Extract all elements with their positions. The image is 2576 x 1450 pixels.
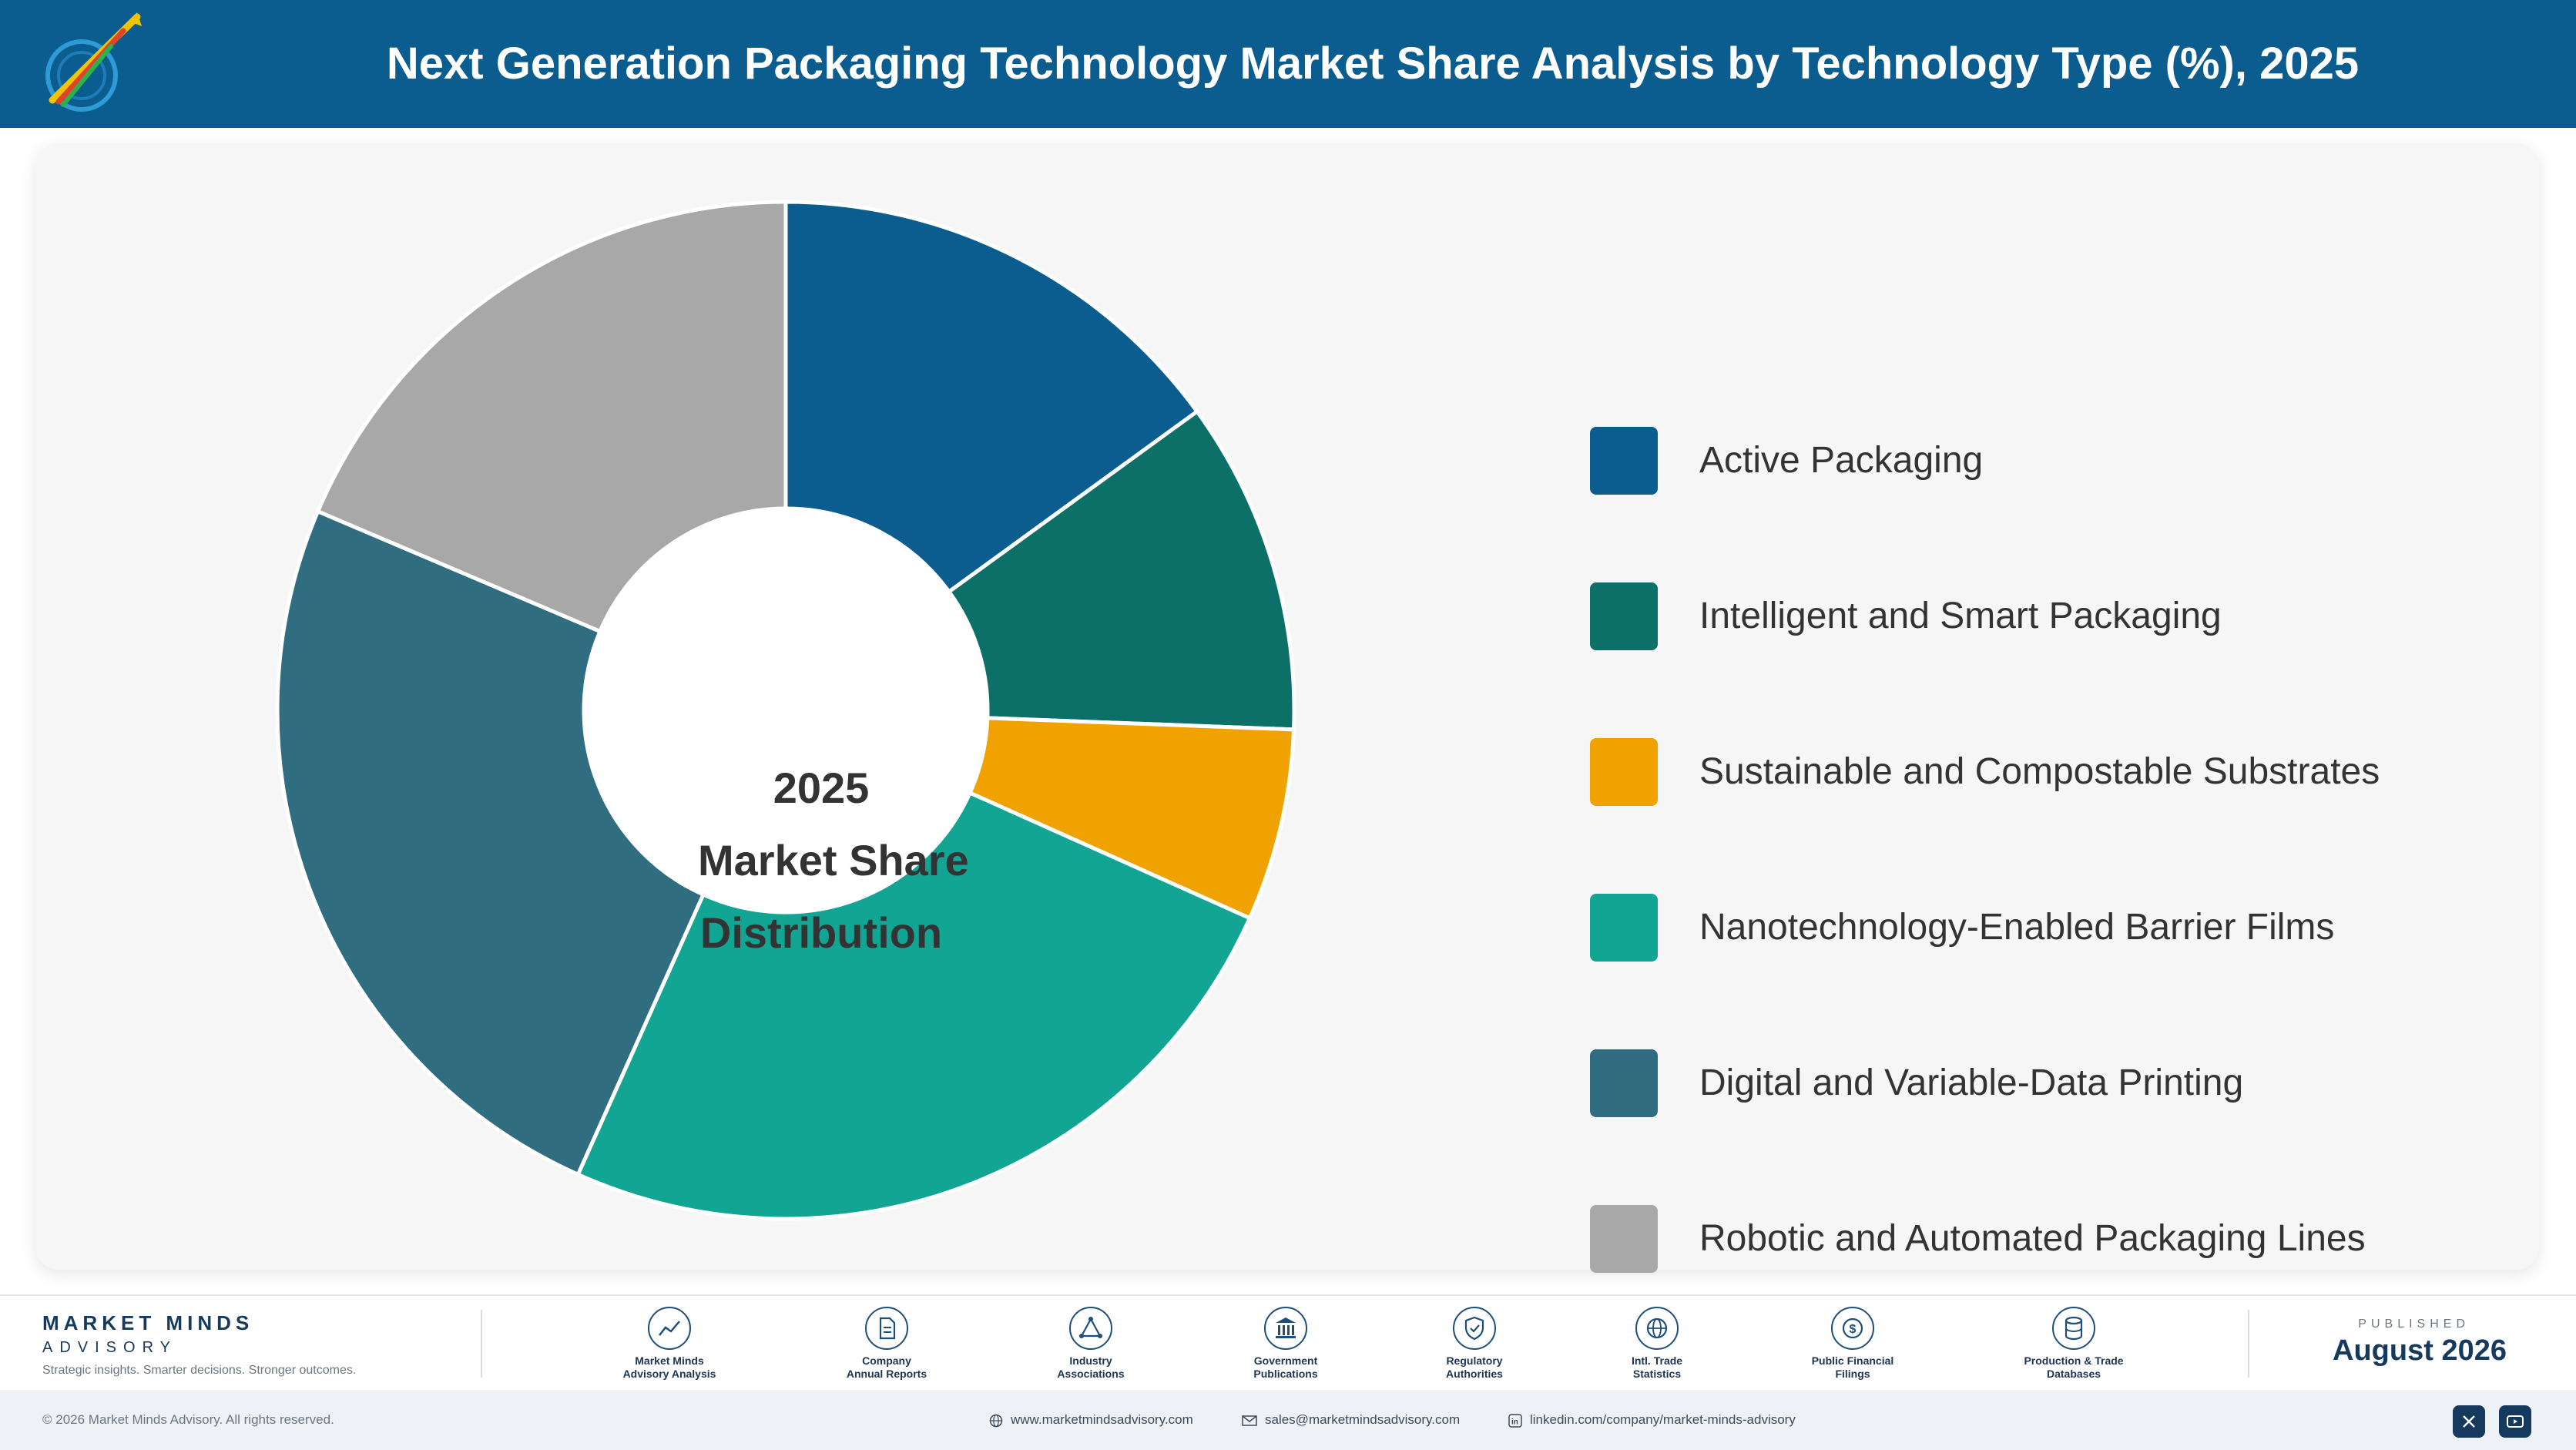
legend-swatch [1590, 582, 1658, 650]
x-social-button[interactable] [2453, 1405, 2485, 1438]
dollar-coin-icon: $ [1831, 1307, 1874, 1350]
network-icon [1069, 1307, 1112, 1350]
header-bar: Next Generation Packaging Technology Mar… [0, 0, 2576, 128]
data-source-label: Public Financial Filings [1768, 1354, 1937, 1381]
page-title: Next Generation Packaging Technology Mar… [386, 39, 2360, 89]
legend-swatch [1590, 894, 1658, 962]
globe-icon [989, 1414, 1003, 1427]
data-source-line: Associations [1057, 1368, 1125, 1380]
data-source-item: Intl. Trade Statistics [1572, 1307, 1742, 1381]
data-source-line: Production & Trade [2024, 1354, 2124, 1367]
center-label-line2: Market Share [698, 836, 969, 884]
linkedin-link[interactable]: in linkedin.com/company/market-minds-advi… [1508, 1390, 1796, 1450]
database-icon [2052, 1307, 2095, 1350]
footer-divider [481, 1310, 482, 1378]
shield-check-icon [1453, 1307, 1496, 1350]
document-icon [865, 1307, 908, 1350]
data-source-line: Annual Reports [846, 1368, 927, 1380]
donut-chart [275, 200, 1296, 1221]
data-source-line: Publications [1253, 1368, 1318, 1380]
data-source-label: Government Publications [1201, 1354, 1370, 1381]
website-text: www.marketmindsadvisory.com [1011, 1412, 1193, 1427]
legend-item: Intelligent and Smart Packaging [1590, 582, 2514, 650]
data-source-line: Industry [1069, 1354, 1112, 1367]
legend-swatch [1590, 427, 1658, 495]
legend-item: Sustainable and Compostable Substrates [1590, 738, 2514, 806]
donut-center-label: 2025 Market Share Distribution [698, 752, 969, 969]
legend-label: Nanotechnology-Enabled Barrier Films [1699, 907, 2335, 948]
data-source-item: Market Minds Advisory Analysis [585, 1307, 754, 1381]
data-source-line: Filings [1835, 1368, 1870, 1380]
legend-label: Digital and Variable-Data Printing [1699, 1062, 2244, 1103]
footer-tagline: Strategic insights. Smarter decisions. S… [42, 1364, 357, 1377]
donut-slice-robotic-and-automated-packaging-lines [315, 200, 788, 634]
footer-brand-name: MARKET MINDS [42, 1311, 254, 1334]
footer: MARKET MINDS ADVISORY Strategic insights… [0, 1294, 2576, 1390]
legend-item: Active Packaging [1590, 427, 2514, 495]
data-source-label: Production & Trade Databases [1989, 1354, 2158, 1381]
legend-swatch [1590, 1205, 1658, 1273]
legend-swatch [1590, 1049, 1658, 1117]
legend-item: Digital and Variable-Data Printing [1590, 1049, 2514, 1117]
donut-hole [584, 509, 988, 912]
youtube-icon [2507, 1415, 2524, 1428]
data-source-item: Industry Associations [1006, 1307, 1176, 1381]
youtube-social-button[interactable] [2499, 1405, 2531, 1438]
data-source-item: Regulatory Authorities [1390, 1307, 1559, 1381]
center-label-line3: Distribution [699, 908, 943, 957]
copyright-text: © 2026 Market Minds Advisory. All rights… [42, 1412, 334, 1427]
data-source-line: Government [1253, 1354, 1318, 1367]
email-text: sales@marketmindsadvisory.com [1265, 1412, 1461, 1427]
bottom-bar: © 2026 Market Minds Advisory. All rights… [0, 1390, 2576, 1450]
legend-swatch [1590, 738, 1658, 806]
data-source-item: Company Annual Reports [802, 1307, 971, 1381]
legend-label: Sustainable and Compostable Substrates [1699, 751, 2380, 792]
footer-brand-sub: ADVISORY [42, 1339, 177, 1356]
mail-icon [1242, 1415, 1257, 1426]
chart-card: 2025 Market Share Distribution Active Pa… [35, 143, 2539, 1273]
svg-text:$: $ [1850, 1323, 1857, 1336]
data-source-line: Public Financial [1811, 1354, 1894, 1367]
published-date: August 2026 [2333, 1334, 2507, 1367]
data-source-line: Advisory Analysis [622, 1368, 716, 1380]
data-source-line: Market Minds [635, 1354, 704, 1367]
company-logo [45, 12, 142, 112]
data-source-line: Statistics [1632, 1368, 1682, 1380]
website-link[interactable]: www.marketmindsadvisory.com [989, 1390, 1193, 1450]
legend-item: Robotic and Automated Packaging Lines [1590, 1205, 2514, 1273]
center-label-year: 2025 [773, 764, 870, 812]
data-source-item: Production & Trade Databases [1989, 1307, 2158, 1381]
data-source-label: Intl. Trade Statistics [1572, 1354, 1742, 1381]
svg-text:in: in [1511, 1418, 1518, 1426]
data-source-line: Regulatory [1446, 1354, 1503, 1367]
data-source-line: Intl. Trade [1631, 1354, 1683, 1367]
data-source-label: Industry Associations [1006, 1354, 1176, 1381]
legend-item: Nanotechnology-Enabled Barrier Films [1590, 894, 2514, 962]
legend-label: Robotic and Automated Packaging Lines [1699, 1218, 2366, 1259]
data-source-line: Databases [2046, 1368, 2101, 1380]
legend-label: Active Packaging [1699, 440, 1984, 481]
linkedin-text: linkedin.com/company/market-minds-adviso… [1530, 1412, 1796, 1427]
data-source-label: Market Minds Advisory Analysis [585, 1354, 754, 1381]
globe-icon [1635, 1307, 1679, 1350]
legend-label: Intelligent and Smart Packaging [1699, 596, 2222, 636]
linkedin-icon: in [1508, 1413, 1522, 1428]
data-source-label: Regulatory Authorities [1390, 1354, 1559, 1381]
data-source-label: Company Annual Reports [802, 1354, 971, 1381]
footer-divider [2248, 1310, 2249, 1378]
data-source-line: Company [862, 1354, 911, 1367]
data-source-item: Government Publications [1201, 1307, 1370, 1381]
trend-chart-icon [648, 1307, 691, 1350]
email-link[interactable]: sales@marketmindsadvisory.com [1242, 1390, 1460, 1450]
x-icon [2463, 1415, 2475, 1428]
data-source-item: $ Public Financial Filings [1768, 1307, 1937, 1381]
government-building-icon [1264, 1307, 1307, 1350]
published-label: PUBLISHED [2358, 1317, 2470, 1331]
data-source-line: Authorities [1446, 1368, 1503, 1380]
